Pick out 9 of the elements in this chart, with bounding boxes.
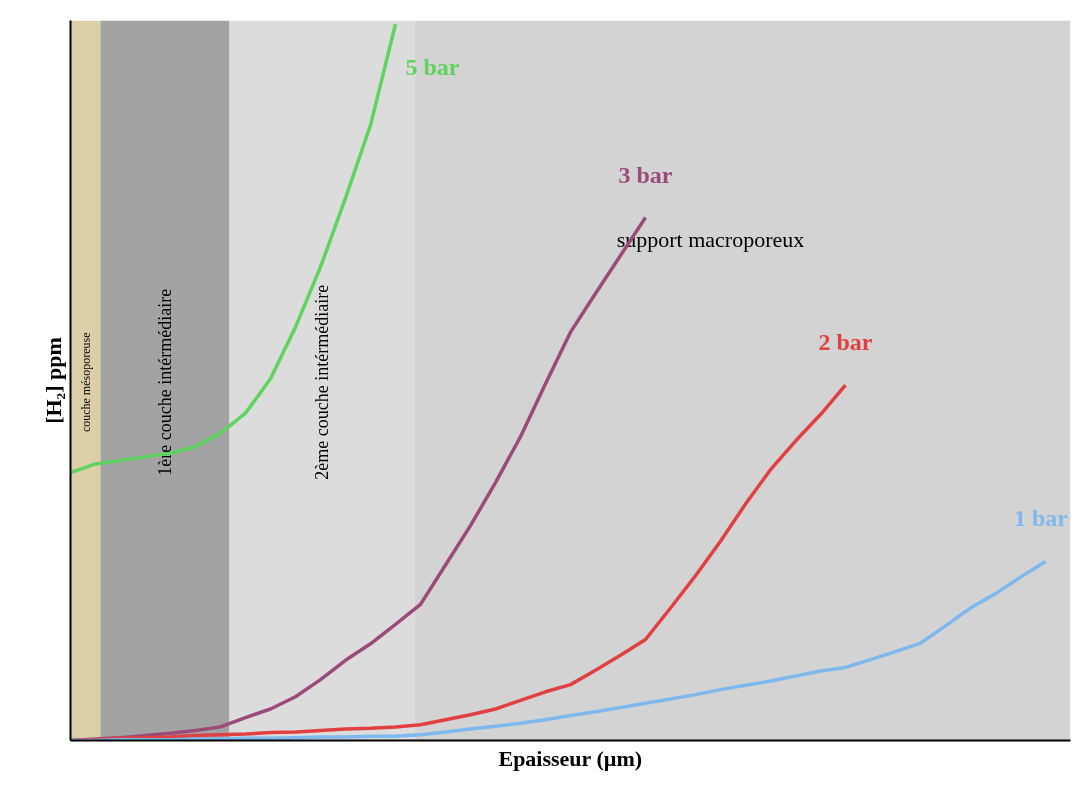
series-label: 1 bar (1014, 505, 1069, 532)
series-label: 3 bar (618, 161, 673, 188)
annotation: 2ème couche intérmédiaire (312, 284, 332, 480)
x-axis-title: Epaisseur (µm) (498, 745, 643, 771)
annotation: couche mésoporeuse (78, 332, 93, 433)
series-label: 2 bar (818, 329, 873, 356)
annotation: 1ère couche intérmédiaire (155, 288, 175, 476)
y-axis-title: [H₂] ppm (40, 337, 66, 424)
series-label: 5 bar (405, 54, 460, 81)
